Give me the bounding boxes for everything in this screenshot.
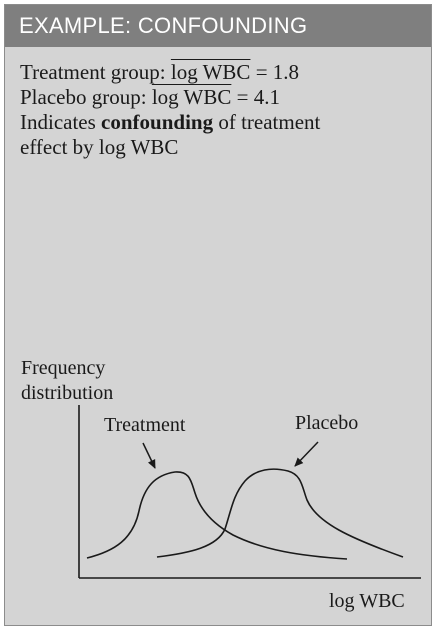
frequency-distribution-diagram	[78, 405, 421, 579]
card-title: EXAMPLE: CONFOUNDING	[19, 13, 308, 38]
treatment-arrow	[142, 442, 156, 469]
treatment-group-variable: log WBC	[170, 60, 251, 84]
conclusion-suffix: of treatment	[213, 110, 321, 134]
placebo-curve-label: Placebo	[295, 412, 359, 434]
placebo-group-value: = 4.1	[231, 85, 280, 109]
explanation-text: Treatment group: log WBC = 1.8 Placebo g…	[20, 60, 420, 160]
treatment-group-value: = 1.8	[250, 60, 300, 84]
y-axis-label-line2: distribution	[21, 382, 114, 404]
placebo-arrow	[294, 441, 319, 467]
placebo-curve	[156, 468, 404, 558]
x-axis-label: log WBC	[329, 590, 405, 612]
y-axis-label-line1: Frequency	[21, 357, 106, 379]
example-card: EXAMPLE: CONFOUNDING Treatment group: lo…	[4, 4, 432, 626]
treatment-curve	[86, 471, 348, 560]
placebo-group-variable: log WBC	[151, 85, 232, 109]
conclusion-line-2: effect by log WBC	[20, 135, 179, 159]
treatment-curve-label: Treatment	[104, 414, 186, 436]
treatment-group-prefix: Treatment group:	[20, 60, 171, 84]
conclusion-line: Indicates confounding of treatment	[20, 110, 420, 135]
placebo-group-prefix: Placebo group:	[20, 85, 152, 109]
card-header: EXAMPLE: CONFOUNDING	[5, 5, 431, 47]
treatment-group-line: Treatment group: log WBC = 1.8	[20, 60, 420, 85]
placebo-group-line: Placebo group: log WBC = 4.1	[20, 85, 420, 110]
confounding-emphasis: confounding	[101, 110, 214, 134]
conclusion-prefix: Indicates	[20, 110, 102, 134]
